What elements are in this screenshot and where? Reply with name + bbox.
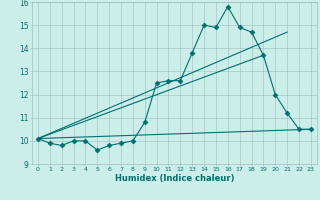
X-axis label: Humidex (Indice chaleur): Humidex (Indice chaleur)	[115, 174, 234, 183]
